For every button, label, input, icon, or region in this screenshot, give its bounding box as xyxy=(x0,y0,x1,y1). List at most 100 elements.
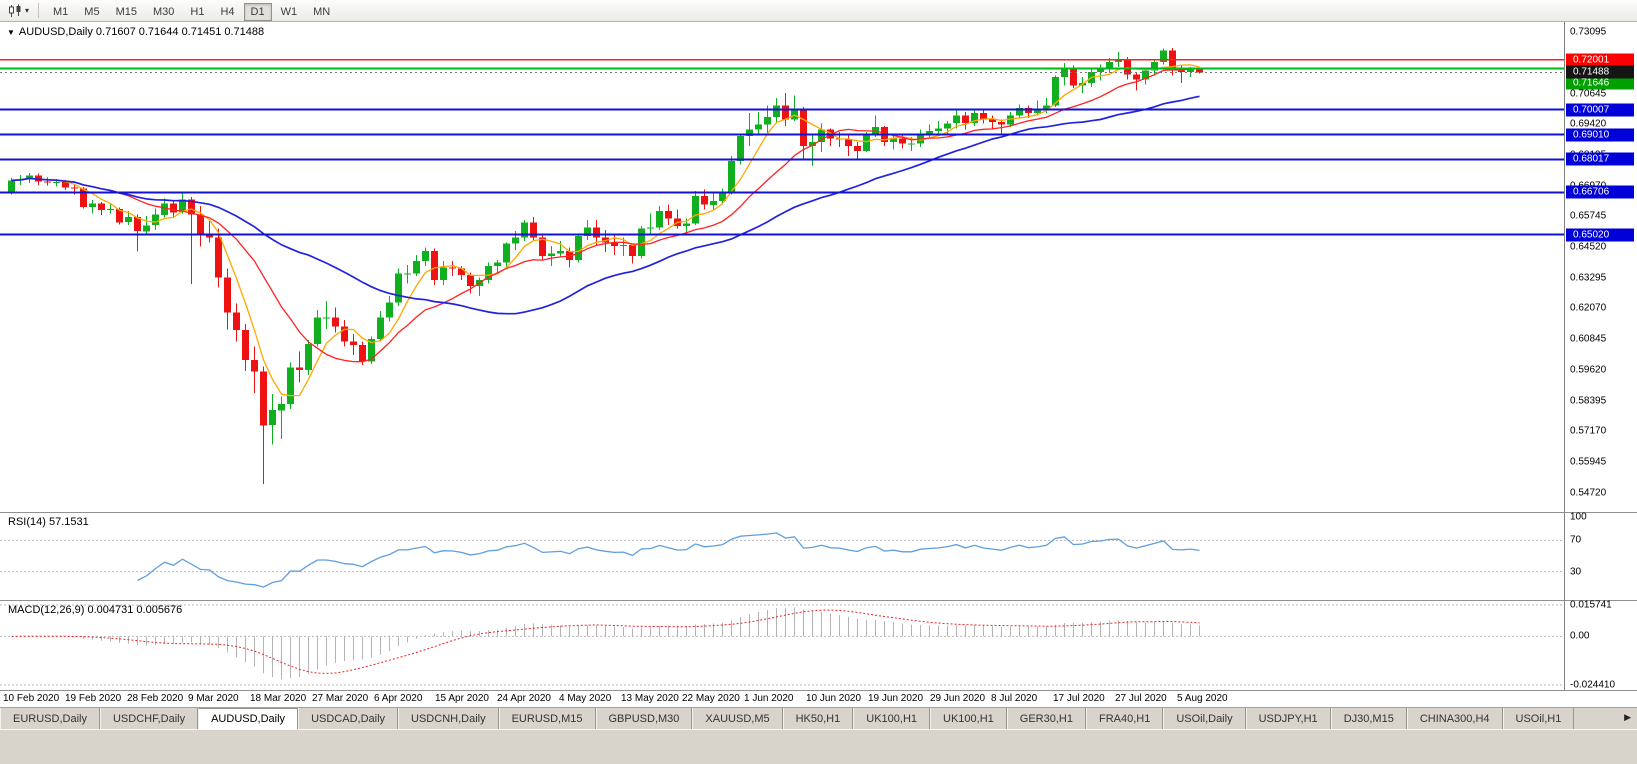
timeframe-button-w1[interactable]: W1 xyxy=(280,5,298,18)
date-label: 15 Apr 2020 xyxy=(435,693,489,704)
date-label: 17 Jul 2020 xyxy=(1053,693,1105,704)
price-chart-panel[interactable] xyxy=(0,22,1564,512)
horizontal-levels-layer xyxy=(0,58,1564,236)
price-axis-tick: 0.59620 xyxy=(1570,364,1607,376)
date-label: 28 Feb 2020 xyxy=(127,693,184,704)
chart-tab-eurusd-m15[interactable]: EURUSD,M15 xyxy=(498,708,596,729)
toolbar-separator xyxy=(38,3,40,18)
macd-axis-label-0.00: 0.00 xyxy=(1570,630,1590,642)
chart-tab-gbpusd-m30[interactable]: GBPUSD,M30 xyxy=(595,708,693,729)
price-level-label-0.70007: 0.70007 xyxy=(1566,103,1634,117)
macd-histogram xyxy=(20,607,1200,680)
chart-tab-uk100-h1[interactable]: UK100,H1 xyxy=(930,708,1007,729)
current-price-label: 0.71488 xyxy=(1566,65,1634,79)
one-click-trading-icon[interactable]: ▼ xyxy=(7,27,15,37)
date-axis[interactable]: 10 Feb 2020 19 Feb 2020 28 Feb 2020 9 Mar 2… xyxy=(0,690,1637,707)
rsi-axis-label-100: 100 xyxy=(1570,511,1587,523)
medium-ma-line xyxy=(11,67,1200,363)
panel-separator xyxy=(1565,512,1637,513)
macd-panel[interactable] xyxy=(0,600,1564,690)
price-level-label-0.71646: 0.71646 xyxy=(1566,76,1634,90)
price-axis[interactable]: 0.730950.718700.706450.694200.681950.669… xyxy=(1564,22,1637,691)
chart-tab-audusd-daily[interactable]: AUDUSD,Daily xyxy=(198,708,299,729)
candlestick-chart-icon xyxy=(9,4,21,17)
price-axis-tick: 0.62070 xyxy=(1570,302,1607,314)
price-axis-tick: 0.65745 xyxy=(1570,210,1607,222)
price-axis-tick: 0.64520 xyxy=(1570,241,1607,253)
chart-tab-ger30-h1[interactable]: GER30,H1 xyxy=(1006,708,1086,729)
price-axis-tick: 0.55945 xyxy=(1570,456,1607,468)
chart-tab-bar: EURUSD,Daily USDCHF,Daily AUDUSD,Daily USDC… xyxy=(0,707,1637,729)
date-label: 19 Jun 2020 xyxy=(868,693,924,704)
timeframe-button-mn[interactable]: MN xyxy=(313,5,331,18)
macd-axis-label-0.015741: 0.015741 xyxy=(1570,599,1612,611)
price-axis-tick: 0.60845 xyxy=(1570,333,1607,345)
slow-ma-line xyxy=(11,95,1200,315)
chart-tab-usdchf-daily[interactable]: USDCHF,Daily xyxy=(99,708,199,729)
rsi-indicator-label: RSI(14) 57.1531 xyxy=(8,516,89,528)
timeframe-button-h4[interactable]: H4 xyxy=(220,5,235,18)
date-label: 10 Jun 2020 xyxy=(806,693,862,704)
macd-svg xyxy=(0,604,1564,686)
price-level-label-0.65020: 0.65020 xyxy=(1566,228,1634,242)
date-label: 13 May 2020 xyxy=(621,693,679,704)
price-chart-svg xyxy=(0,48,1564,485)
chart-tab-china300-h4[interactable]: CHINA300,H4 xyxy=(1406,708,1503,729)
chart-tab-hk50-h1[interactable]: HK50,H1 xyxy=(782,708,854,729)
timeframe-button-d1[interactable]: D1 xyxy=(243,2,272,21)
chart-tab-eurusd-daily[interactable]: EURUSD,Daily xyxy=(0,708,100,729)
price-axis-tick: 0.57170 xyxy=(1570,425,1607,437)
date-label: 1 Jun 2020 xyxy=(744,693,794,704)
panel-separator xyxy=(1565,600,1637,601)
window-bottom-strip xyxy=(0,729,1637,764)
chart-tab-usoil-daily[interactable]: USOil,Daily xyxy=(1163,708,1246,729)
price-level-label-0.72001: 0.72001 xyxy=(1566,53,1634,67)
rsi-svg xyxy=(0,532,1564,588)
rsi-axis-label-30: 30 xyxy=(1570,566,1582,578)
tab-scroll-right-button[interactable]: ▶ xyxy=(1621,712,1634,723)
chart-tab-dj30-m15[interactable]: DJ30,M15 xyxy=(1330,708,1407,729)
date-label: 18 Mar 2020 xyxy=(250,693,307,704)
date-label: 6 Apr 2020 xyxy=(374,693,423,704)
chart-tab-fra40-h1[interactable]: FRA40,H1 xyxy=(1085,708,1164,729)
macd-indicator-label: MACD(12,26,9) 0.004731 0.005676 xyxy=(8,604,183,616)
date-label: 22 May 2020 xyxy=(682,693,740,704)
rsi-axis-label-70: 70 xyxy=(1570,534,1582,546)
price-axis-tick: 0.70645 xyxy=(1570,88,1607,100)
date-label: 4 May 2020 xyxy=(559,693,612,704)
date-label: 19 Feb 2020 xyxy=(65,693,122,704)
price-axis-tick: 0.69420 xyxy=(1570,118,1607,130)
price-level-label-0.66706: 0.66706 xyxy=(1566,185,1634,199)
timeframe-buttons-group: M1 M5 M15 M30 H1 H4 D1 W1 MN xyxy=(45,2,338,21)
date-label: 5 Aug 2020 xyxy=(1177,693,1228,704)
timeframe-button-m1[interactable]: M1 xyxy=(53,5,69,18)
caret-down-icon: ▾ xyxy=(25,6,30,15)
timeframe-button-h1[interactable]: H1 xyxy=(190,5,205,18)
chart-tab-usoil-h1[interactable]: USOil,H1 xyxy=(1502,708,1575,729)
candlesticks-layer xyxy=(8,48,1203,485)
timeframe-button-m15[interactable]: M15 xyxy=(115,5,137,18)
fast-ma-line xyxy=(11,64,1200,397)
timeframe-button-m30[interactable]: M30 xyxy=(152,5,175,18)
price-axis-tick: 0.54720 xyxy=(1570,487,1607,499)
moving-averages-layer xyxy=(11,64,1200,397)
chart-tab-usdjpy-h1[interactable]: USDJPY,H1 xyxy=(1245,708,1331,729)
price-level-label-0.68017: 0.68017 xyxy=(1566,152,1634,166)
ohlc-title-text: AUDUSD,Daily 0.71607 0.71644 0.71451 0.7… xyxy=(18,26,265,38)
rsi-panel[interactable] xyxy=(0,512,1564,600)
chart-type-button[interactable]: ▾ xyxy=(5,3,32,19)
date-label: 27 Mar 2020 xyxy=(312,693,369,704)
macd-axis-label--0.024410: -0.024410 xyxy=(1570,679,1616,691)
chart-tab-usdcnh-daily[interactable]: USDCNH,Daily xyxy=(398,708,499,729)
price-axis-tick: 0.63295 xyxy=(1570,272,1607,284)
chart-tab-usdcad-daily[interactable]: USDCAD,Daily xyxy=(298,708,399,729)
chart-tab-xauusd-m5[interactable]: XAUUSD,M5 xyxy=(692,708,783,729)
price-level-label-0.69010: 0.69010 xyxy=(1566,128,1634,142)
timeframe-button-m5[interactable]: M5 xyxy=(84,5,100,18)
date-label: 27 Jul 2020 xyxy=(1115,693,1167,704)
date-label: 8 Jul 2020 xyxy=(991,693,1038,704)
timeframe-toolbar: ▾ M1 M5 M15 M30 H1 H4 D1 W1 MN xyxy=(0,0,1637,22)
chart-tab-uk100-h1[interactable]: UK100,H1 xyxy=(853,708,931,729)
chart-area[interactable]: 0.730950.718700.706450.694200.681950.669… xyxy=(0,22,1637,691)
